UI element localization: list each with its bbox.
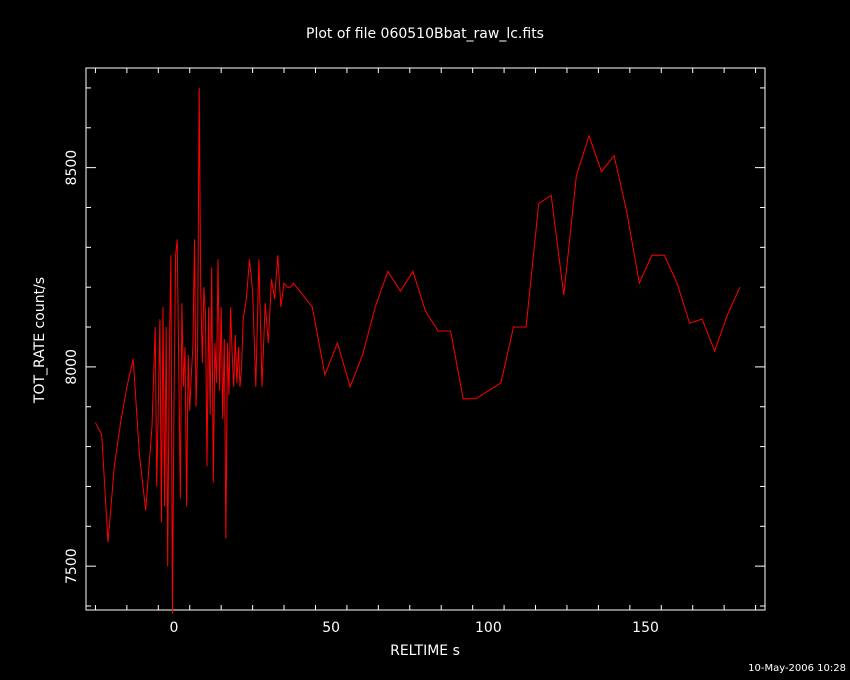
y-tick-label: 8000 (64, 349, 80, 385)
y-axis: 7500 8000 8500 (64, 87, 765, 607)
chart-title: Plot of file 060510Bbat_raw_lc.fits (306, 26, 544, 42)
y-axis-label: TOT_RATE count/s (32, 277, 48, 404)
series-line (94, 87, 741, 615)
timestamp: 10-May-2006 10:28 (748, 663, 846, 674)
y-tick-label: 8500 (64, 150, 80, 186)
x-tick-label: 150 (632, 620, 659, 636)
y-tick-label: 7500 (64, 548, 80, 584)
x-tick-label: 50 (322, 620, 340, 636)
data-series (94, 87, 741, 615)
x-tick-label: 100 (475, 620, 502, 636)
x-axis: 0 50 100 150 (94, 68, 757, 636)
x-axis-label: RELTIME s (390, 643, 460, 659)
plot-frame (85, 67, 766, 611)
plot-border (85, 67, 766, 611)
x-tick-label: 0 (170, 620, 179, 636)
